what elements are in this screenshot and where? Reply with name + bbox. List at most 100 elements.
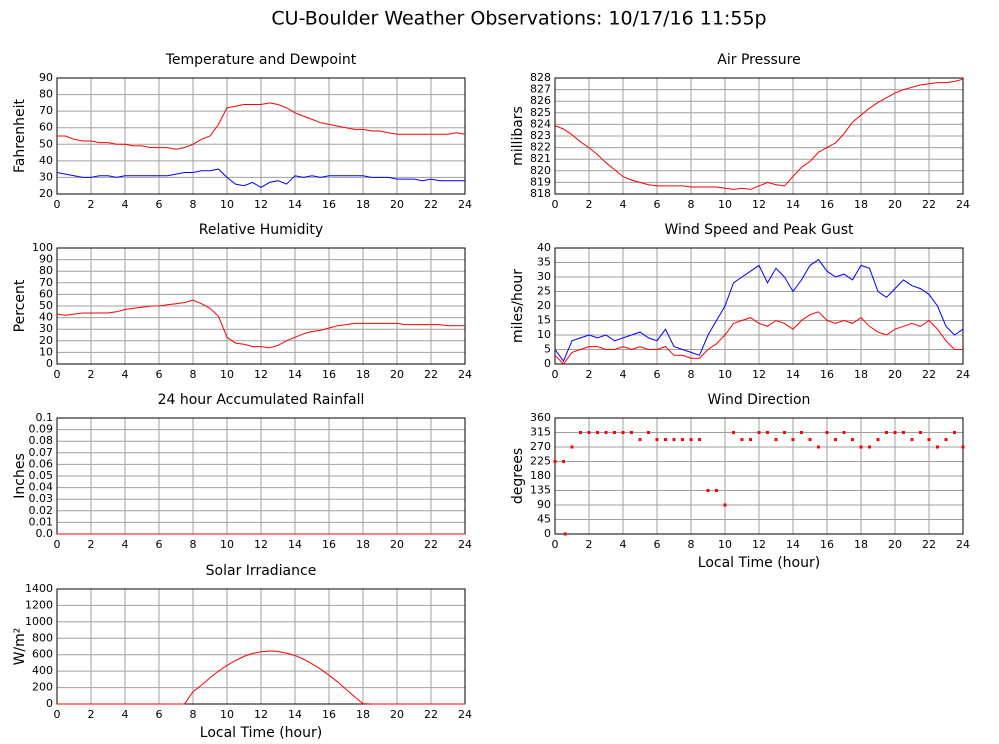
y-tick-label: 90 (537, 498, 551, 511)
x-tick-label: 24 (458, 198, 472, 211)
data-point (791, 438, 795, 442)
x-tick-label: 2 (88, 538, 95, 551)
x-tick-label: 20 (390, 708, 404, 721)
y-tick-label: 80 (39, 264, 53, 277)
y-tick-label: 825 (530, 106, 551, 119)
y-tick-label: 50 (39, 137, 53, 150)
panel-title: Wind Speed and Peak Gust (665, 222, 854, 238)
data-point (715, 489, 718, 492)
y-tick-label: 0.07 (29, 446, 54, 459)
x-tick-label: 10 (220, 708, 234, 721)
x-tick-label: 8 (688, 198, 695, 211)
y-tick-label: 60 (39, 121, 53, 134)
y-tick-label: 0.08 (29, 434, 54, 447)
x-tick-label: 22 (922, 538, 936, 551)
panel-title: Solar Irradiance (206, 563, 317, 579)
data-point (757, 431, 761, 434)
y-tick-label: 0 (46, 357, 53, 370)
x-tick-label: 22 (922, 368, 936, 381)
y-tick-label: 822 (530, 141, 551, 154)
data-line (57, 650, 465, 705)
y-tick-label: 45 (537, 513, 551, 526)
data-point (579, 431, 582, 434)
y-tick-label: 1000 (25, 615, 53, 628)
panel-title: Air Pressure (717, 52, 800, 68)
data-point (876, 438, 880, 442)
x-tick-label: 6 (654, 368, 661, 381)
y-tick-label: 827 (530, 83, 551, 96)
data-point (885, 431, 888, 434)
data-point (621, 431, 625, 434)
x-tick-label: 10 (220, 368, 234, 381)
x-tick-label: 0 (552, 368, 559, 381)
y-tick-label: 823 (530, 129, 551, 142)
y-axis-label: millibars (510, 106, 526, 166)
x-tick-label: 0 (54, 198, 61, 211)
x-tick-label: 8 (190, 538, 197, 551)
x-tick-label: 20 (390, 198, 404, 211)
x-tick-label: 22 (922, 198, 936, 211)
y-tick-label: 0.0 (36, 527, 54, 540)
y-tick-label: 600 (32, 648, 53, 661)
x-tick-label: 18 (356, 538, 370, 551)
data-point (842, 431, 846, 434)
x-tick-label: 8 (688, 368, 695, 381)
x-tick-label: 6 (156, 198, 163, 211)
y-tick-label: 30 (39, 322, 53, 335)
panel-title: 24 hour Accumulated Rainfall (158, 392, 365, 408)
x-tick-label: 6 (156, 538, 163, 551)
x-tick-label: 20 (390, 538, 404, 551)
y-tick-label: 90 (39, 71, 53, 84)
x-tick-label: 2 (88, 708, 95, 721)
y-tick-label: 0.02 (29, 504, 54, 517)
y-tick-label: 1200 (25, 598, 53, 611)
x-tick-label: 14 (288, 198, 302, 211)
x-tick-label: 12 (254, 368, 268, 381)
x-tick-label: 16 (322, 198, 336, 211)
y-tick-label: 35 (537, 256, 551, 269)
x-tick-label: 6 (156, 368, 163, 381)
y-tick-label: 15 (537, 314, 551, 327)
x-tick-label: 10 (718, 368, 732, 381)
y-tick-label: 50 (39, 299, 53, 312)
data-line (57, 102, 466, 150)
x-tick-label: 0 (54, 538, 61, 551)
y-tick-label: 135 (530, 484, 551, 497)
y-tick-label: 360 (530, 411, 551, 424)
x-tick-label: 16 (322, 708, 336, 721)
x-tick-label: 0 (552, 198, 559, 211)
y-axis-label: miles/hour (510, 269, 526, 343)
x-tick-label: 24 (956, 198, 970, 211)
data-point (638, 438, 642, 442)
data-point (783, 431, 786, 434)
data-point (723, 503, 727, 507)
y-tick-label: 0.01 (29, 515, 54, 528)
x-tick-label: 18 (356, 198, 370, 211)
x-tick-label: 0 (54, 708, 61, 721)
y-tick-label: 180 (530, 469, 551, 482)
data-point (927, 438, 931, 442)
y-tick-label: 100 (32, 241, 53, 254)
panel-title: Temperature and Dewpoint (165, 52, 357, 68)
x-tick-label: 2 (586, 368, 593, 381)
x-tick-label: 2 (88, 198, 95, 211)
plot-frame (554, 247, 964, 365)
data-point (817, 445, 820, 449)
x-tick-label: 18 (356, 368, 370, 381)
y-tick-label: 821 (530, 152, 551, 165)
y-tick-label: 820 (530, 164, 551, 177)
x-tick-label: 14 (786, 538, 800, 551)
data-point (587, 431, 591, 434)
y-tick-label: 10 (537, 328, 551, 341)
x-tick-label: 8 (688, 538, 695, 551)
data-point (936, 445, 939, 449)
data-point (961, 445, 965, 449)
y-tick-label: 0 (544, 357, 551, 370)
y-tick-label: 800 (32, 631, 53, 644)
y-tick-label: 818 (530, 187, 551, 200)
x-axis-label: Local Time (hour) (200, 725, 322, 741)
data-point (563, 532, 567, 536)
x-tick-label: 12 (752, 368, 766, 381)
x-tick-label: 12 (254, 708, 268, 721)
